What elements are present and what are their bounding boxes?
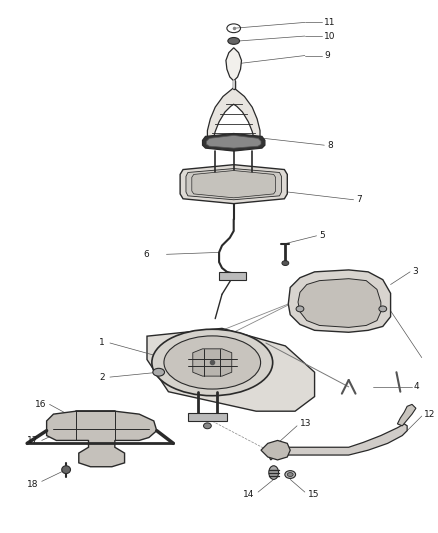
Ellipse shape: [228, 37, 240, 44]
Text: 6: 6: [143, 250, 149, 259]
Polygon shape: [188, 413, 227, 421]
Text: 5: 5: [319, 231, 325, 240]
Polygon shape: [261, 440, 290, 460]
Polygon shape: [298, 279, 381, 327]
Text: 10: 10: [324, 31, 336, 41]
Text: 4: 4: [414, 382, 420, 391]
Ellipse shape: [62, 466, 71, 473]
Text: 7: 7: [357, 195, 362, 204]
Polygon shape: [219, 272, 247, 280]
Polygon shape: [186, 168, 282, 200]
Text: 12: 12: [424, 410, 435, 418]
Ellipse shape: [287, 473, 293, 477]
Text: 11: 11: [324, 18, 336, 27]
Text: 15: 15: [308, 489, 319, 498]
Ellipse shape: [296, 306, 304, 312]
Ellipse shape: [269, 466, 279, 479]
Text: 17: 17: [27, 436, 39, 445]
Polygon shape: [206, 135, 261, 148]
Polygon shape: [288, 270, 391, 332]
Text: 16: 16: [35, 400, 46, 409]
Polygon shape: [192, 171, 276, 198]
Text: 1: 1: [99, 338, 105, 348]
Text: 18: 18: [27, 480, 39, 489]
Ellipse shape: [282, 261, 289, 265]
Ellipse shape: [204, 423, 211, 429]
Text: 3: 3: [412, 268, 418, 276]
Text: 9: 9: [324, 51, 330, 60]
Text: 2: 2: [99, 373, 105, 382]
Ellipse shape: [379, 306, 387, 312]
Polygon shape: [202, 133, 265, 151]
Polygon shape: [269, 424, 407, 460]
Polygon shape: [180, 165, 287, 204]
Ellipse shape: [152, 329, 273, 395]
Text: 13: 13: [300, 419, 311, 429]
Ellipse shape: [285, 471, 296, 479]
Polygon shape: [208, 88, 260, 141]
Polygon shape: [397, 405, 416, 426]
Ellipse shape: [153, 368, 165, 376]
Polygon shape: [147, 328, 314, 411]
Polygon shape: [46, 411, 157, 467]
Polygon shape: [193, 349, 232, 376]
Ellipse shape: [164, 336, 261, 389]
Text: 8: 8: [327, 141, 333, 150]
Text: 14: 14: [243, 489, 254, 498]
Polygon shape: [226, 48, 241, 81]
